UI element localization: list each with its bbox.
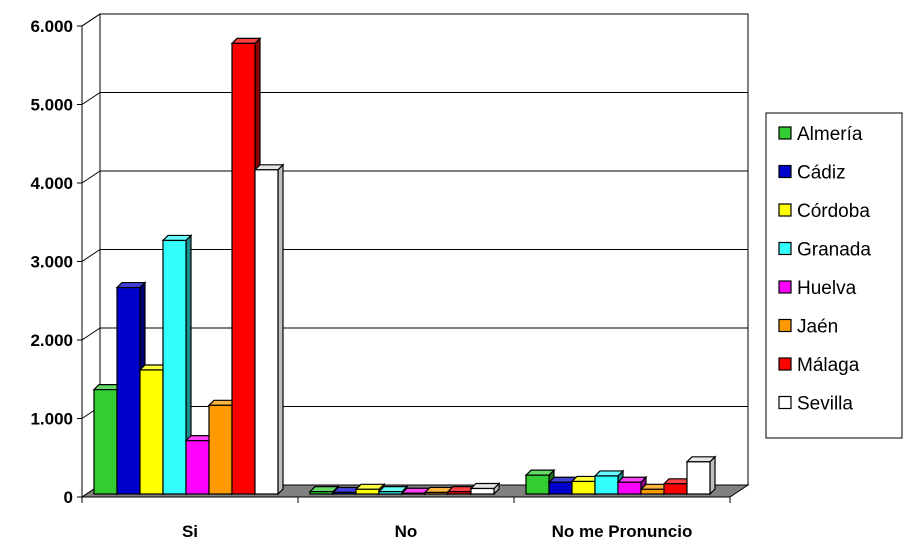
bar [594,475,619,495]
legend-label: Granada [797,240,871,261]
bar [470,487,495,495]
x-tick-label: Si [182,522,198,541]
x-tick-label: No [395,522,418,541]
bar [208,404,233,495]
y-tick-label: 1.000 [30,410,73,429]
bar [548,481,573,495]
gridline-depth [81,170,101,184]
bar [640,488,665,495]
bar [378,491,403,495]
bar [686,461,711,495]
y-tick-label: 5.000 [30,96,73,115]
legend-label: Almería [797,124,863,145]
legend-label: Jaén [797,317,838,338]
gridline-depth [81,327,101,341]
legend-label: Sevilla [797,394,853,415]
x-tick-label: No me Pronuncio [552,522,693,541]
bar [309,491,334,495]
bar-top [230,37,262,45]
legend-label: Huelva [797,278,857,299]
bar [617,481,642,495]
bar [447,491,472,495]
bar [93,388,118,495]
bar-top [354,483,386,490]
gridline-depth [81,249,101,262]
legend-swatch [778,357,792,371]
bar [401,492,426,495]
bar [663,483,688,495]
bar [139,369,164,495]
y-tick-label: 4.000 [30,174,73,193]
bar-top [593,470,625,477]
legend-swatch [778,318,792,333]
bar [254,169,279,495]
bar-top [161,234,193,242]
bar-top [115,281,147,289]
gridline-depth [81,13,101,27]
bar [185,440,210,495]
y-tick-label: 6.000 [30,17,73,36]
bar [116,286,141,495]
bar [525,474,550,495]
bar [571,480,596,495]
legend-label: Cádiz [797,163,846,184]
legend-swatch [778,395,792,410]
legend-swatch [778,164,792,179]
gridline-depth [81,92,101,105]
bar-side [277,163,284,496]
legend-swatch [778,203,792,217]
bar-top [253,164,285,171]
y-tick-label: 0 [64,488,73,507]
bar-top [377,486,409,493]
y-tick-label: 2.000 [30,331,73,350]
bar-top [685,456,717,463]
bar [355,488,380,495]
bar-side [709,455,716,496]
bar [332,491,357,495]
y-tick-label: 3.000 [30,253,73,272]
bar-top [524,469,556,476]
bar-top [616,476,648,483]
bar [162,239,187,495]
legend-label: Córdoba [797,201,870,222]
legend-swatch [778,241,792,256]
legend-swatch [778,126,792,140]
legend-label: Málaga [797,355,860,376]
bar [424,491,449,495]
bar-top [469,482,501,490]
legend-swatch [778,280,792,294]
bar [231,42,256,495]
